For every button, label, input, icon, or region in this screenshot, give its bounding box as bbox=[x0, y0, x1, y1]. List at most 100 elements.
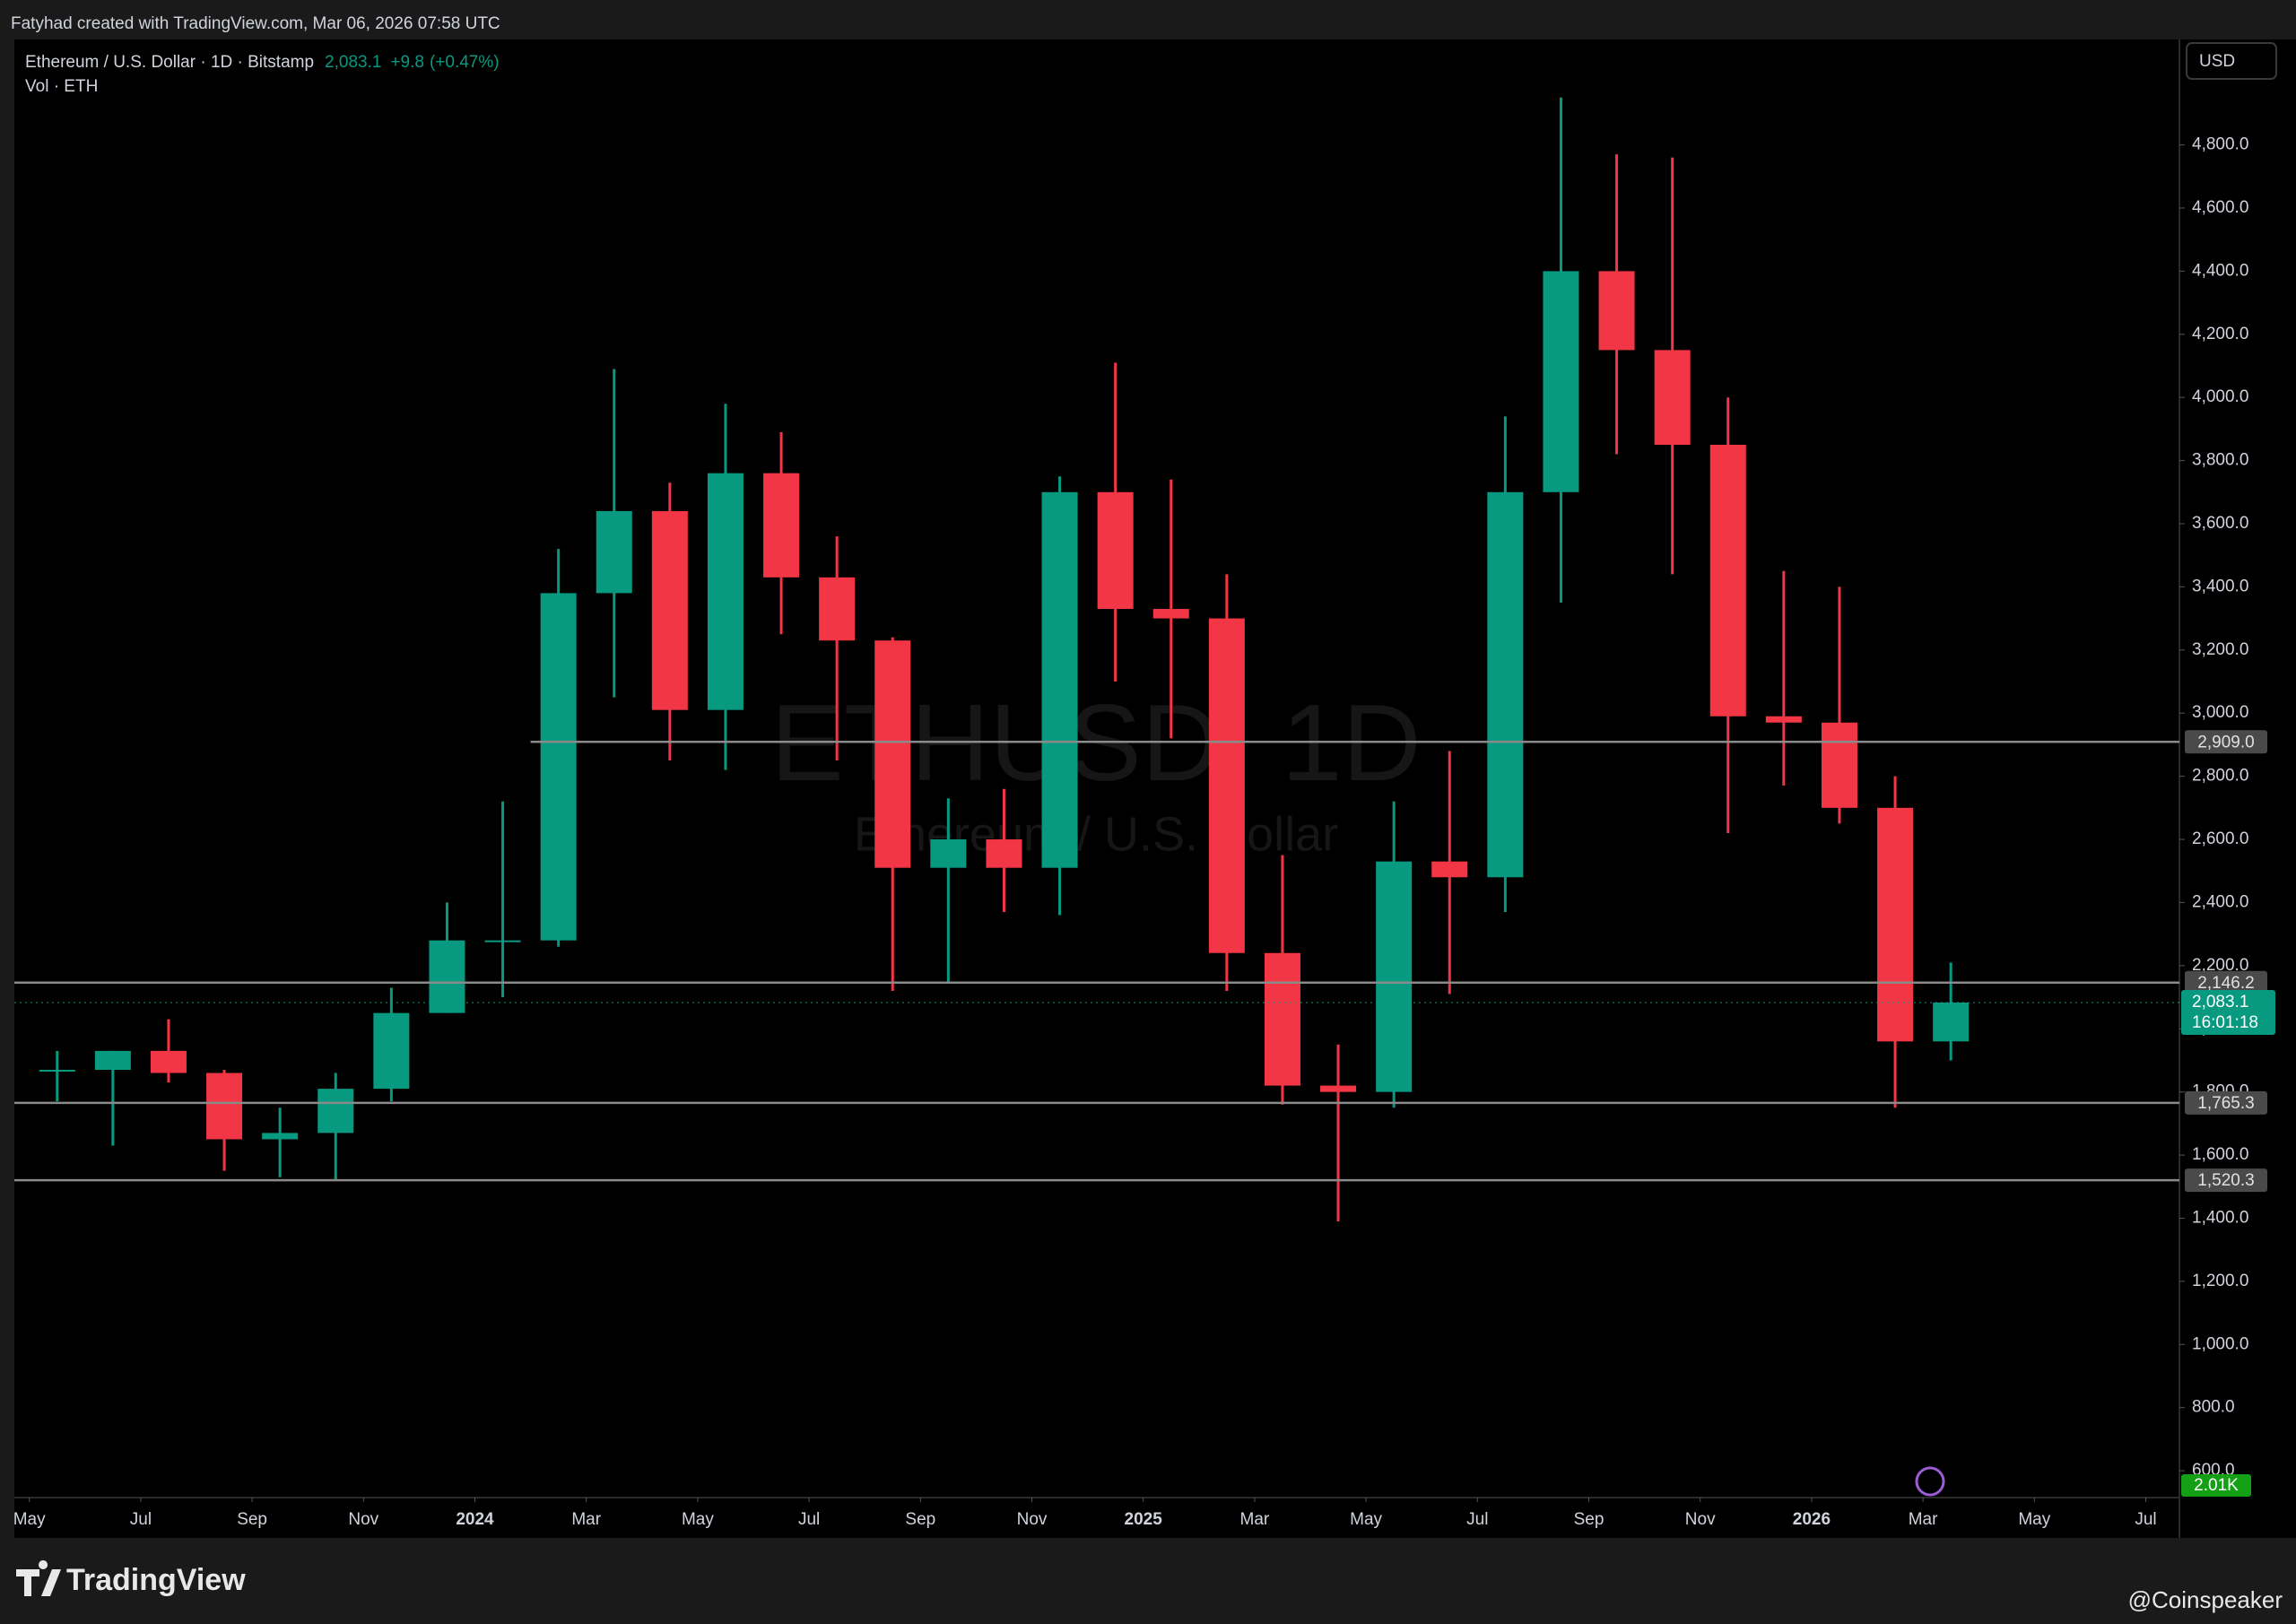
time-axis bbox=[14, 1498, 2179, 1538]
y-tick-label: 2,200.0 bbox=[2192, 956, 2248, 975]
y-tick-label: 800.0 bbox=[2192, 1398, 2235, 1417]
alert-icon[interactable] bbox=[1915, 1466, 1945, 1497]
level-label-box bbox=[2185, 1090, 2267, 1115]
candle-body bbox=[317, 1089, 354, 1133]
level-label: 1,520.3 bbox=[2197, 1171, 2254, 1190]
candle-body bbox=[1487, 491, 1524, 878]
level-label-box bbox=[2185, 730, 2267, 754]
volume-title: Vol · ETH bbox=[25, 77, 98, 96]
y-tick-label: 4,600.0 bbox=[2192, 198, 2248, 217]
source: @Coinspeaker bbox=[2128, 1586, 2283, 1613]
candle-body bbox=[1152, 609, 1189, 619]
countdown: 16:01:18 bbox=[2192, 1013, 2258, 1032]
candle-body bbox=[1431, 861, 1468, 878]
last-price-label: 2,083.1 bbox=[2192, 993, 2248, 1012]
candle-body bbox=[1654, 350, 1691, 445]
y-tick-label: 1,600.0 bbox=[2192, 1145, 2248, 1164]
candle-body bbox=[651, 510, 688, 710]
volume-box bbox=[2181, 1474, 2251, 1497]
last-price-box bbox=[2181, 989, 2275, 1035]
candle-body bbox=[540, 593, 577, 941]
x-tick-label: Jul bbox=[130, 1510, 152, 1529]
x-tick-label: Nov bbox=[1017, 1510, 1048, 1529]
candle-body bbox=[763, 473, 800, 578]
candle-body bbox=[429, 940, 465, 1013]
candle-body bbox=[1877, 807, 1914, 1042]
x-tick-label: May bbox=[13, 1510, 46, 1529]
x-tick-label: 2026 bbox=[1793, 1510, 1831, 1529]
x-tick-label: Nov bbox=[1685, 1510, 1716, 1529]
change: +9.8 bbox=[390, 53, 424, 72]
x-tick-label: May bbox=[2018, 1510, 2050, 1529]
candle-body bbox=[930, 839, 967, 868]
candle-body bbox=[1264, 952, 1300, 1086]
candle-body bbox=[150, 1050, 187, 1073]
x-tick-label: 2024 bbox=[456, 1510, 494, 1529]
watermark-subtitle: Ethereum / U.S. Dollar bbox=[854, 807, 1338, 861]
candle-body bbox=[819, 577, 856, 641]
level-label-box bbox=[2185, 1168, 2267, 1193]
y-tick-label: 3,600.0 bbox=[2192, 514, 2248, 533]
candle-body bbox=[874, 640, 911, 868]
title: Ethereum / U.S. Dollar · 1D · Bitstamp bbox=[25, 53, 314, 72]
candle-body bbox=[596, 510, 632, 594]
currency[interactable]: USD bbox=[2199, 52, 2235, 71]
x-tick-label: Mar bbox=[1240, 1510, 1270, 1529]
logo-icon bbox=[16, 1560, 61, 1596]
y-tick-label: 2,600.0 bbox=[2192, 829, 2248, 848]
candle-body bbox=[1376, 861, 1413, 1092]
change-percent: (+0.47%) bbox=[430, 53, 500, 72]
y-tick-label: 3,400.0 bbox=[2192, 577, 2248, 595]
candle-body bbox=[373, 1012, 410, 1090]
candle-body bbox=[262, 1133, 299, 1140]
marks bbox=[14, 97, 2179, 1221]
x-tick-label: Jul bbox=[2135, 1510, 2156, 1529]
candle-body bbox=[484, 940, 521, 942]
x-tick-label: 2025 bbox=[1125, 1510, 1163, 1529]
y-tick-label: 3,000.0 bbox=[2192, 703, 2248, 722]
candle-body bbox=[1097, 491, 1134, 610]
candle-body bbox=[1208, 618, 1245, 953]
level-label: 2,909.0 bbox=[2197, 733, 2254, 751]
x-tick-label: Sep bbox=[237, 1510, 267, 1529]
y-tick-label: 4,200.0 bbox=[2192, 325, 2248, 343]
y-tick-label: 2,800.0 bbox=[2192, 767, 2248, 786]
y-tick-label: 4,000.0 bbox=[2192, 387, 2248, 406]
credit: Fatyhad created with TradingView.com, Ma… bbox=[11, 14, 500, 33]
y-tick-label: 4,400.0 bbox=[2192, 261, 2248, 280]
candle-body bbox=[206, 1073, 243, 1140]
x-tick-label: Sep bbox=[1574, 1510, 1605, 1529]
y-tick-label: 1,400.0 bbox=[2192, 1208, 2248, 1227]
level-label: 2,146.2 bbox=[2197, 974, 2254, 993]
last-price: 2,083.1 bbox=[325, 53, 381, 72]
level-label: 1,765.3 bbox=[2197, 1094, 2254, 1113]
y-tick-label: 3,200.0 bbox=[2192, 640, 2248, 659]
candle-body bbox=[39, 1070, 75, 1073]
y-tick-label: 1,000.0 bbox=[2192, 1334, 2248, 1353]
candle-body bbox=[986, 839, 1022, 868]
x-tick-label: May bbox=[1350, 1510, 1382, 1529]
candle-body bbox=[707, 473, 744, 710]
level-label-box bbox=[2185, 970, 2267, 994]
x-tick-label: Mar bbox=[1909, 1510, 1938, 1529]
candle-body bbox=[1598, 271, 1635, 351]
logo-text: TradingView bbox=[66, 1563, 246, 1597]
candle-body bbox=[1821, 722, 1857, 808]
x-tick-label: May bbox=[682, 1510, 714, 1529]
candle-body bbox=[1320, 1085, 1357, 1092]
y-tick-label: 3,800.0 bbox=[2192, 451, 2248, 470]
x-tick-label: Sep bbox=[905, 1510, 935, 1529]
volume-label: 2.01K bbox=[2194, 1476, 2239, 1495]
symbol-title: Ethereum / U.S. Dollar · 1D · Bitstamp 2,… bbox=[25, 53, 500, 72]
x-tick-label: Jul bbox=[798, 1510, 820, 1529]
logo: TradingView bbox=[16, 1560, 246, 1597]
y-tick-label: 2,400.0 bbox=[2192, 892, 2248, 911]
x-tick-label: Nov bbox=[348, 1510, 378, 1529]
currency-button[interactable] bbox=[2186, 42, 2277, 80]
candle-body bbox=[1765, 716, 1802, 723]
price-axis bbox=[2179, 39, 2296, 1538]
candle-body bbox=[1543, 271, 1579, 492]
x-tick-label: Mar bbox=[571, 1510, 601, 1529]
